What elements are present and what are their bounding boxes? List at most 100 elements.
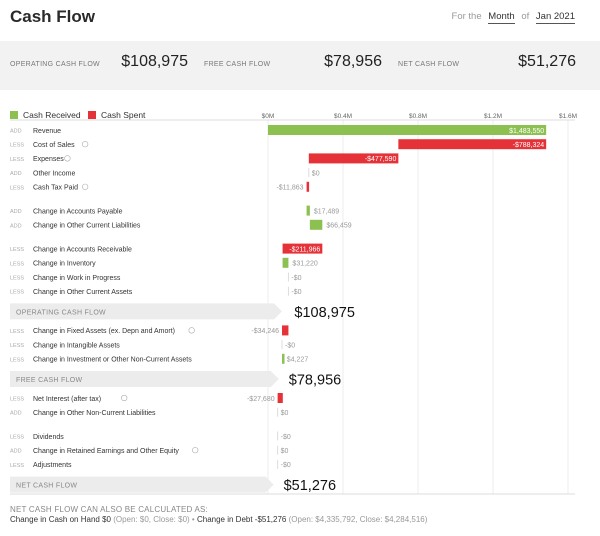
bar [282, 353, 285, 364]
subtotal-label: FREE CASH FLOW [16, 377, 83, 384]
row-label: Expenses [33, 156, 64, 163]
subtotal-value: $51,276 [284, 478, 336, 494]
row-label: Change in Accounts Payable [33, 208, 123, 215]
row-type-tag: LESS [10, 329, 24, 335]
footer-calculation: Change in Cash on Hand $0 (Open: $0, Clo… [10, 515, 427, 524]
row-label: Change in Other Current Assets [33, 289, 133, 296]
bar [309, 219, 323, 230]
bar-value-label: -$211,966 [289, 246, 320, 253]
row-type-tag: LESS [10, 463, 24, 469]
x-tick-label: $0.4M [334, 113, 352, 120]
row-type-tag: LESS [10, 247, 24, 253]
debt-change-detail: (Open: $4,335,792, Close: $4,284,516) [288, 515, 428, 524]
legend-label: Cash Spent [101, 110, 146, 120]
row-type-tag: LESS [10, 435, 24, 441]
bar-value-label: -$0 [285, 342, 295, 349]
bar-value-label: -$0 [281, 434, 291, 441]
kpi-net-cash-flow: NET CASH FLOW $51,276 [398, 41, 576, 90]
row-type-tag: LESS [10, 343, 24, 349]
period-selector: For the Month of Jan 2021 [452, 11, 575, 24]
row-label: Change in Other Non-Current Liabilities [33, 410, 156, 417]
legend-swatch-spent [88, 111, 96, 119]
kpi-value: $78,956 [324, 53, 382, 70]
bar [277, 393, 283, 403]
bar [308, 153, 399, 164]
info-icon [82, 183, 89, 190]
subtotal-value: $78,956 [289, 373, 341, 389]
page-title: Cash Flow [10, 7, 96, 26]
bar-value-label: $4,227 [287, 357, 309, 364]
bar [268, 125, 547, 135]
footer-heading: NET CASH FLOW CAN ALSO BE CALCULATED AS: [10, 505, 208, 514]
row-label: Cost of Sales [33, 142, 75, 149]
bar-value-label: -$0 [291, 289, 301, 296]
row-label: Adjustments [33, 462, 72, 469]
row-type-tag: LESS [10, 357, 24, 363]
bar [306, 181, 310, 192]
subtotal-label: OPERATING CASH FLOW [16, 309, 106, 316]
info-icon [82, 141, 89, 148]
row-type-tag: ADD [10, 223, 22, 229]
info-icon [121, 394, 128, 402]
bar [398, 139, 547, 150]
row-label: Revenue [33, 128, 61, 135]
kpi-value: $108,975 [121, 53, 188, 70]
row-label: Change in Accounts Receivable [33, 246, 132, 253]
subtotal-band [10, 371, 279, 387]
row-label: Change in Work in Progress [33, 275, 121, 282]
bar-value-label: -$11,863 [276, 185, 303, 192]
bar-value-label: $1,483,550 [509, 128, 544, 135]
subtotal-label: NET CASH FLOW [16, 483, 77, 490]
bar-value-label: -$788,324 [513, 142, 545, 149]
period-dropdown[interactable]: Month [488, 11, 515, 24]
x-tick-label: $0.8M [409, 113, 427, 120]
bar [306, 205, 310, 216]
row-label: Change in Inventory [33, 261, 96, 268]
row-type-tag: LESS [10, 143, 24, 149]
date-dropdown[interactable]: Jan 2021 [535, 11, 575, 24]
legend-label: Cash Received [23, 110, 81, 120]
row-label: Change in Investment or Other Non-Curren… [33, 357, 192, 364]
bar [282, 243, 323, 254]
row-label: Net Interest (after tax) [33, 396, 101, 403]
debt-change: Change in Debt -$51,276 [196, 515, 287, 524]
row-type-tag: ADD [10, 171, 22, 177]
x-tick-label: $0M [262, 113, 275, 120]
subtotal-value: $108,975 [294, 305, 354, 321]
bar-value-label: $0 [312, 170, 320, 177]
row-type-tag: LESS [10, 157, 24, 163]
row-label: Change in Fixed Assets (ex. Depn and Amo… [33, 328, 175, 335]
kpi-band: OPERATING CASH FLOW $108,975 FREE CASH F… [0, 41, 600, 90]
bar-value-label: $66,459 [326, 223, 351, 230]
row-type-tag: LESS [10, 276, 24, 282]
bar-value-label: -$27,680 [247, 396, 275, 403]
subtotal-band [10, 476, 274, 493]
row-label: Other Income [33, 170, 76, 177]
legend-swatch-received [10, 111, 18, 119]
bar [282, 257, 289, 268]
bar-value-label: -$34,246 [251, 328, 279, 335]
row-type-tag: LESS [10, 397, 24, 403]
row-type-tag: LESS [10, 261, 24, 267]
info-icon [64, 155, 71, 162]
row-label: Change in Other Current Liabilities [33, 223, 141, 230]
row-label: Change in Intangible Assets [33, 342, 120, 349]
row-type-tag: LESS [10, 290, 24, 296]
row-type-tag: ADD [10, 449, 22, 455]
legend-cash-received: Cash Received [10, 110, 81, 120]
x-tick-label: $1.2M [484, 113, 502, 120]
of-label: of [521, 11, 530, 22]
kpi-free-cash-flow: FREE CASH FLOW $78,956 [204, 41, 382, 90]
bar-value-label: -$477,590 [365, 156, 397, 163]
bar-value-label: $0 [281, 410, 289, 417]
row-type-tag: ADD [10, 209, 22, 215]
kpi-label: FREE CASH FLOW [204, 61, 271, 68]
row-label: Cash Tax Paid [33, 185, 78, 192]
info-icon [188, 327, 195, 334]
info-icon [192, 447, 199, 454]
cash-change-detail: (Open: $0, Close: $0) [113, 515, 190, 524]
bullet-separator: • [191, 515, 195, 524]
kpi-label: NET CASH FLOW [398, 61, 460, 68]
kpi-value: $51,276 [518, 53, 576, 70]
